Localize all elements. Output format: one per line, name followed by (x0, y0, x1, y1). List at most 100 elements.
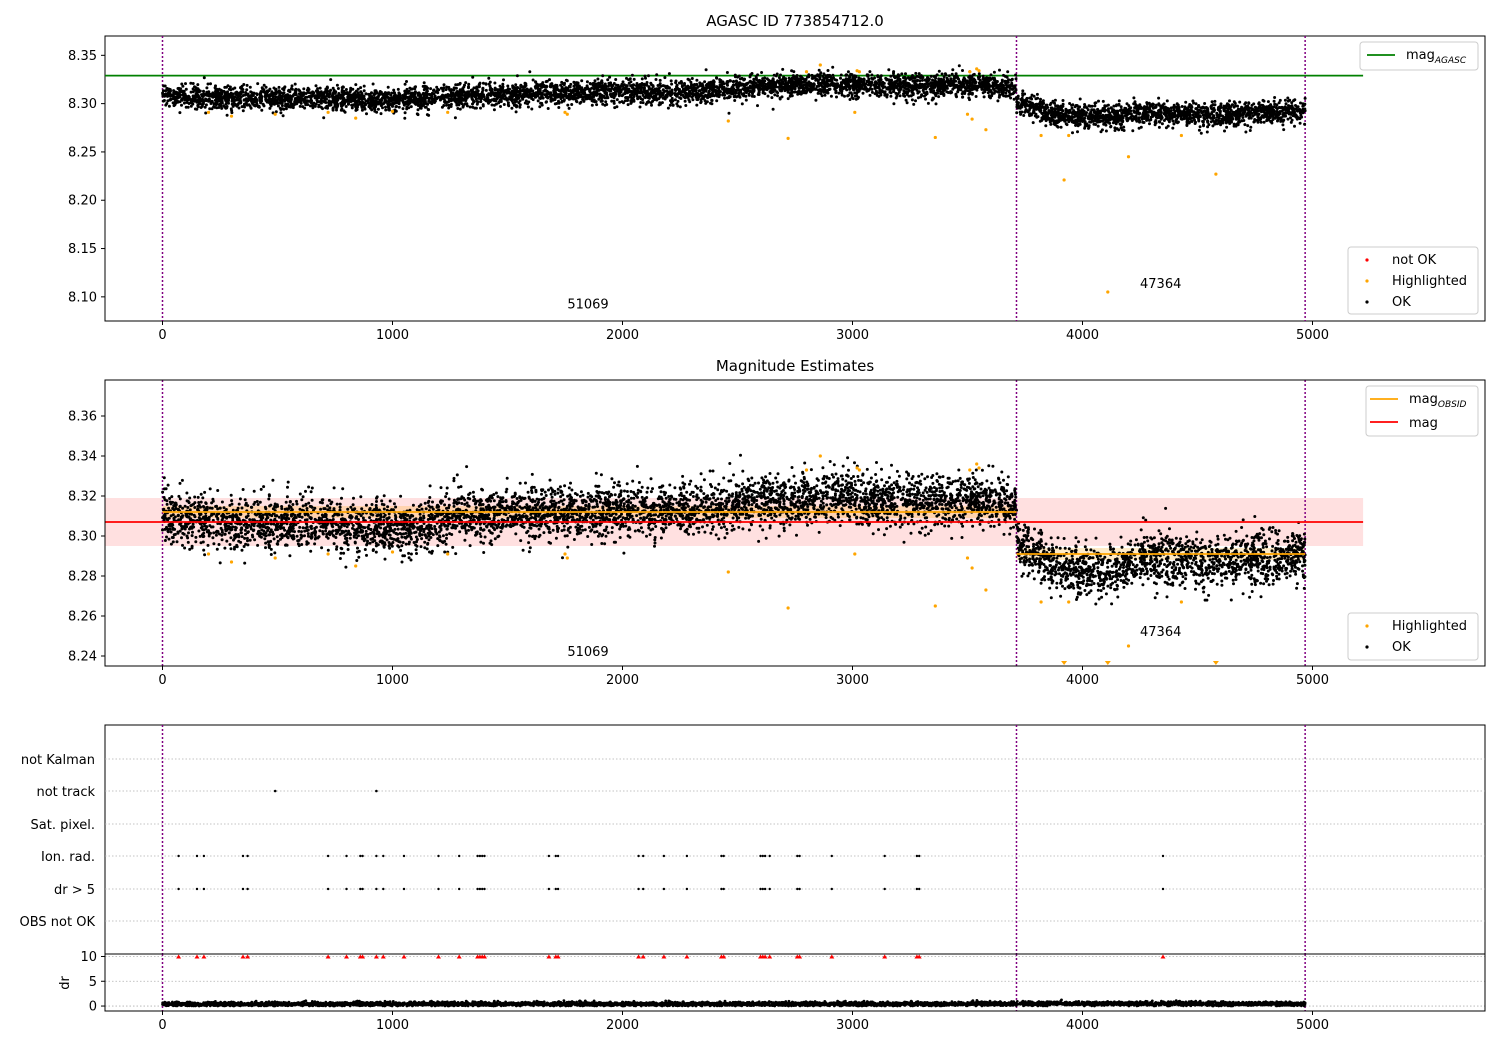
ok-point (303, 106, 307, 110)
ok-point (225, 113, 229, 117)
ok-point (441, 93, 444, 97)
ok-point (834, 86, 838, 90)
ok-point (996, 99, 1000, 103)
ok-point (773, 88, 777, 92)
ok-point (1013, 86, 1017, 90)
ok-point (862, 78, 865, 81)
ok-point (848, 98, 852, 101)
ok-point (879, 92, 883, 95)
ok-point (331, 107, 335, 111)
ok-point (1014, 77, 1018, 81)
ok-point (988, 84, 992, 88)
ok-point (476, 100, 480, 104)
ok-point (508, 96, 512, 100)
ok-point (298, 98, 302, 102)
ok-point (799, 86, 803, 90)
ok-point (424, 92, 428, 96)
ok-point (740, 102, 744, 106)
ok-point (408, 95, 412, 99)
ok-point (622, 87, 626, 91)
ok-point (769, 91, 773, 94)
ok-point (675, 102, 679, 106)
ok-point (772, 73, 776, 77)
ok-point (340, 100, 344, 104)
ok-point (325, 104, 329, 108)
ok-point (618, 100, 622, 104)
ok-point (487, 93, 490, 97)
ok-point (444, 88, 448, 92)
ok-point (679, 97, 683, 100)
ok-point (843, 94, 846, 98)
ok-point (479, 100, 483, 104)
ok-point (898, 80, 902, 84)
ok-point (867, 80, 871, 84)
ok-point (825, 79, 829, 83)
ok-point (187, 102, 191, 105)
ok-point (265, 100, 269, 104)
ok-point (868, 93, 872, 97)
ok-point (815, 77, 819, 81)
ok-point (531, 98, 535, 102)
ok-point (190, 99, 194, 102)
ok-point (937, 69, 941, 73)
ok-point (759, 83, 763, 87)
ok-point (874, 82, 878, 86)
ok-point (748, 75, 752, 79)
ok-point (202, 89, 205, 93)
ok-point (779, 73, 782, 77)
ok-point (403, 111, 407, 115)
ok-point (484, 88, 488, 92)
ok-point (703, 80, 707, 84)
ok-point (191, 82, 195, 85)
ok-point (1000, 90, 1003, 94)
ok-point (455, 90, 459, 94)
ok-point (518, 103, 522, 107)
ok-point (661, 93, 665, 97)
ok-point (278, 101, 282, 105)
ok-point (247, 97, 250, 101)
ok-point (510, 89, 514, 93)
ok-point (235, 92, 238, 96)
ok-point (963, 86, 967, 90)
ok-point (893, 80, 897, 84)
ok-point (733, 75, 737, 79)
ok-point (454, 83, 458, 87)
ok-point (973, 84, 977, 88)
ok-point (432, 88, 436, 92)
ok-point (705, 100, 709, 104)
ok-point (902, 89, 906, 93)
ok-point (594, 90, 598, 94)
ok-point (1003, 74, 1007, 78)
ok-point (334, 90, 338, 94)
ok-point (171, 93, 174, 97)
ok-point (865, 73, 869, 77)
ok-point (180, 98, 184, 102)
ok-point (695, 78, 699, 82)
ok-point (459, 98, 463, 102)
ok-point (848, 79, 852, 83)
ok-point (861, 91, 865, 95)
ok-point (601, 84, 605, 87)
ok-point (963, 78, 967, 82)
ok-point (569, 89, 573, 93)
ok-point (478, 81, 482, 85)
ok-point (316, 87, 320, 91)
ok-point (885, 95, 889, 99)
ok-point (974, 95, 978, 98)
ok-point (214, 103, 218, 107)
ok-point (379, 101, 383, 105)
ok-point (414, 85, 417, 89)
ok-point (316, 96, 320, 100)
ok-point (688, 100, 692, 104)
ok-point (913, 76, 917, 80)
ok-point (738, 77, 742, 81)
ok-point (535, 93, 539, 97)
ok-point (695, 103, 699, 107)
ok-point (767, 84, 771, 88)
ok-point (345, 98, 348, 102)
ok-point (906, 91, 909, 95)
ok-point (773, 93, 777, 97)
ok-point (772, 84, 776, 88)
ok-point (738, 81, 742, 85)
ok-point (585, 87, 589, 91)
